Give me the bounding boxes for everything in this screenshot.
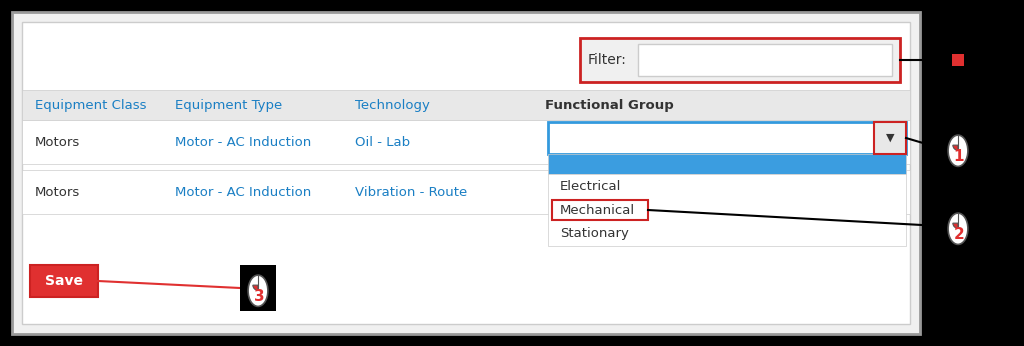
Text: Oil - Lab: Oil - Lab bbox=[355, 136, 411, 148]
Wedge shape bbox=[953, 223, 958, 228]
FancyBboxPatch shape bbox=[30, 265, 98, 297]
Text: Equipment Class: Equipment Class bbox=[35, 99, 146, 111]
FancyBboxPatch shape bbox=[240, 265, 276, 311]
Text: 3: 3 bbox=[254, 289, 264, 304]
FancyBboxPatch shape bbox=[22, 90, 910, 120]
Text: Motors: Motors bbox=[35, 136, 80, 148]
FancyBboxPatch shape bbox=[874, 122, 906, 154]
Text: Technology: Technology bbox=[355, 99, 430, 111]
FancyBboxPatch shape bbox=[940, 125, 976, 171]
Text: Filter:: Filter: bbox=[588, 53, 627, 67]
Text: Mechanical: Mechanical bbox=[560, 203, 635, 217]
Wedge shape bbox=[253, 285, 258, 290]
Wedge shape bbox=[953, 145, 958, 150]
Text: Motor - AC Induction: Motor - AC Induction bbox=[175, 185, 311, 199]
Text: Vibration - Route: Vibration - Route bbox=[355, 185, 467, 199]
Text: Equipment Type: Equipment Type bbox=[175, 99, 283, 111]
Text: 1: 1 bbox=[953, 149, 965, 164]
FancyBboxPatch shape bbox=[22, 120, 910, 164]
FancyBboxPatch shape bbox=[22, 22, 910, 324]
Text: Motors: Motors bbox=[35, 185, 80, 199]
FancyBboxPatch shape bbox=[952, 54, 964, 66]
Text: Motor - AC Induction: Motor - AC Induction bbox=[175, 136, 311, 148]
Ellipse shape bbox=[948, 135, 968, 166]
Ellipse shape bbox=[248, 275, 268, 307]
FancyBboxPatch shape bbox=[940, 203, 976, 249]
Text: Save: Save bbox=[45, 274, 83, 288]
FancyBboxPatch shape bbox=[12, 12, 920, 334]
Ellipse shape bbox=[948, 213, 968, 244]
FancyBboxPatch shape bbox=[548, 122, 906, 154]
FancyBboxPatch shape bbox=[638, 44, 892, 76]
FancyBboxPatch shape bbox=[580, 38, 900, 82]
FancyBboxPatch shape bbox=[22, 170, 910, 214]
FancyBboxPatch shape bbox=[548, 154, 906, 174]
Text: Stationary: Stationary bbox=[560, 228, 629, 240]
Text: Electrical: Electrical bbox=[560, 180, 622, 192]
FancyBboxPatch shape bbox=[548, 174, 906, 246]
Text: 2: 2 bbox=[953, 227, 965, 242]
Text: ▼: ▼ bbox=[886, 133, 894, 143]
Text: Functional Group: Functional Group bbox=[545, 99, 674, 111]
